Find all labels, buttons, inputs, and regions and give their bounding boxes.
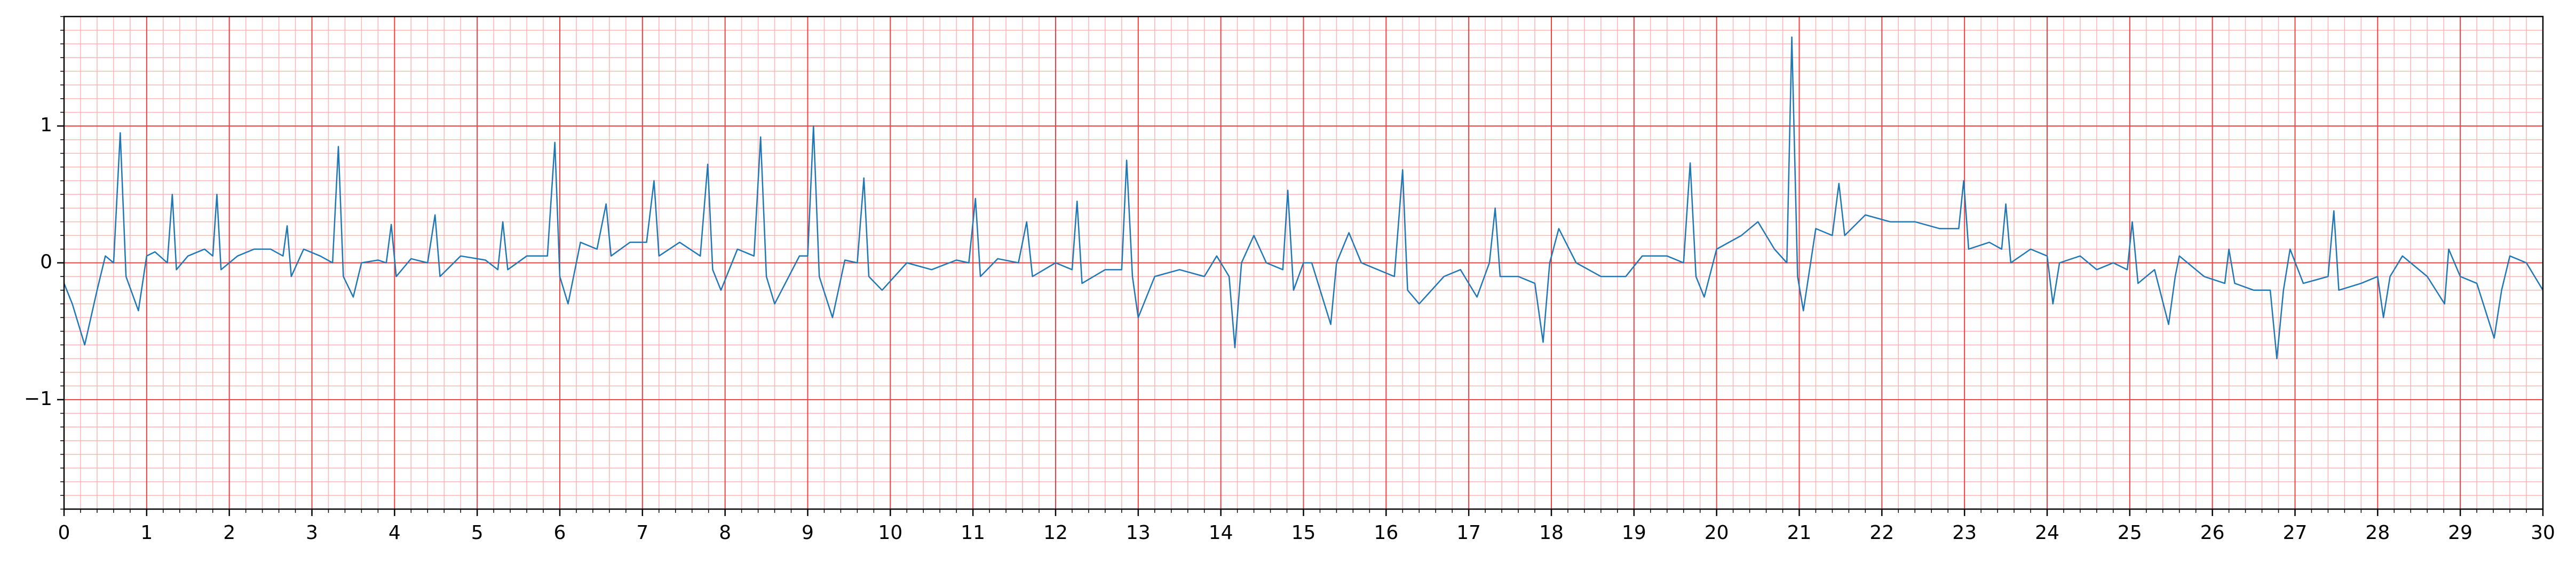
x-tick-label: 11 — [961, 522, 985, 544]
x-tick-label: 8 — [719, 522, 731, 544]
x-tick-label: 26 — [2200, 522, 2225, 544]
x-tick-label: 18 — [1539, 522, 1564, 544]
x-tick-label: 6 — [554, 522, 566, 544]
x-tick-label: 21 — [1787, 522, 1812, 544]
x-tick-label: 29 — [2448, 522, 2472, 544]
x-tick-label: 10 — [878, 522, 902, 544]
x-tick-label: 0 — [58, 522, 70, 544]
x-tick-label: 20 — [1705, 522, 1729, 544]
x-tick-label: 9 — [802, 522, 814, 544]
x-tick-label: 13 — [1126, 522, 1151, 544]
x-tick-label: 17 — [1456, 522, 1481, 544]
x-tick-label: 7 — [636, 522, 648, 544]
x-tick-label: 23 — [1952, 522, 1977, 544]
x-tick-label: 3 — [306, 522, 318, 544]
x-tick-label: 28 — [2365, 522, 2390, 544]
x-tick-label: 24 — [2035, 522, 2059, 544]
x-tick-label: 4 — [389, 522, 401, 544]
x-tick-label: 25 — [2118, 522, 2142, 544]
x-tick-label: 19 — [1622, 522, 1646, 544]
y-tick-label: −1 — [24, 388, 52, 410]
signal-line — [63, 36, 2544, 360]
x-tick-label: 14 — [1209, 522, 1233, 544]
x-tick-label: 5 — [471, 522, 484, 544]
x-tick-label: 27 — [2283, 522, 2308, 544]
x-tick-label: 1 — [140, 522, 153, 544]
x-tick-label: 30 — [2531, 522, 2555, 544]
plot-frame — [63, 15, 2544, 510]
y-tick-label: 0 — [40, 251, 52, 273]
y-tick-label: 1 — [40, 114, 52, 136]
x-tick-label: 2 — [223, 522, 235, 544]
x-tick-label: 22 — [1869, 522, 1894, 544]
x-tick-label: 15 — [1291, 522, 1316, 544]
x-tick-label: 16 — [1374, 522, 1398, 544]
x-tick-label: 12 — [1043, 522, 1068, 544]
